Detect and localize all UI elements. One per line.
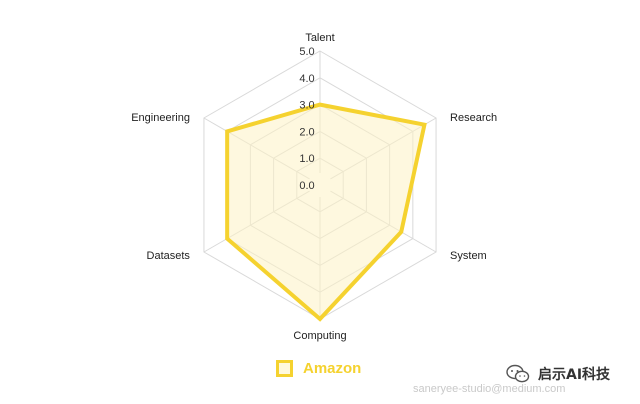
wechat-icon xyxy=(506,364,530,383)
series-area-amazon xyxy=(225,102,427,322)
axis-label-computing: Computing xyxy=(293,330,346,342)
axis-labels: Talent Research System Computing Datasets Eng… xyxy=(131,32,497,342)
data-point-system xyxy=(399,230,403,234)
tick-label-2: 2.0 xyxy=(299,126,314,138)
axis-label-datasets: Datasets xyxy=(147,250,191,262)
legend-swatch xyxy=(276,360,293,377)
tick-label-0: 0.0 xyxy=(299,180,314,192)
axis-label-talent: Talent xyxy=(305,32,334,44)
data-point-datasets xyxy=(225,237,229,241)
tick-label-4: 4.0 xyxy=(299,73,314,85)
tick-label-1: 1.0 xyxy=(299,153,314,165)
tick-label-3: 3.0 xyxy=(299,100,314,112)
legend-label-amazon: Amazon xyxy=(303,360,362,377)
radar-series xyxy=(225,102,427,322)
legend[interactable]: Amazon xyxy=(276,360,361,377)
tick-label-5: 5.0 xyxy=(299,46,314,58)
data-point-computing xyxy=(318,317,322,321)
axis-label-engineering: Engineering xyxy=(131,112,190,124)
data-point-engineering xyxy=(225,129,229,133)
wechat-account-name: 启示AI科技 xyxy=(538,367,611,383)
data-point-talent xyxy=(318,103,322,107)
watermark-email: saneryee-studio@medium.com xyxy=(413,383,566,395)
radial-tick-labels: 0.0 1.0 2.0 3.0 4.0 5.0 xyxy=(299,46,314,192)
data-point-research xyxy=(422,123,426,127)
axis-label-system: System xyxy=(450,250,487,262)
wechat-watermark: 启示AI科技 xyxy=(506,364,610,384)
axis-label-research: Research xyxy=(450,112,497,124)
